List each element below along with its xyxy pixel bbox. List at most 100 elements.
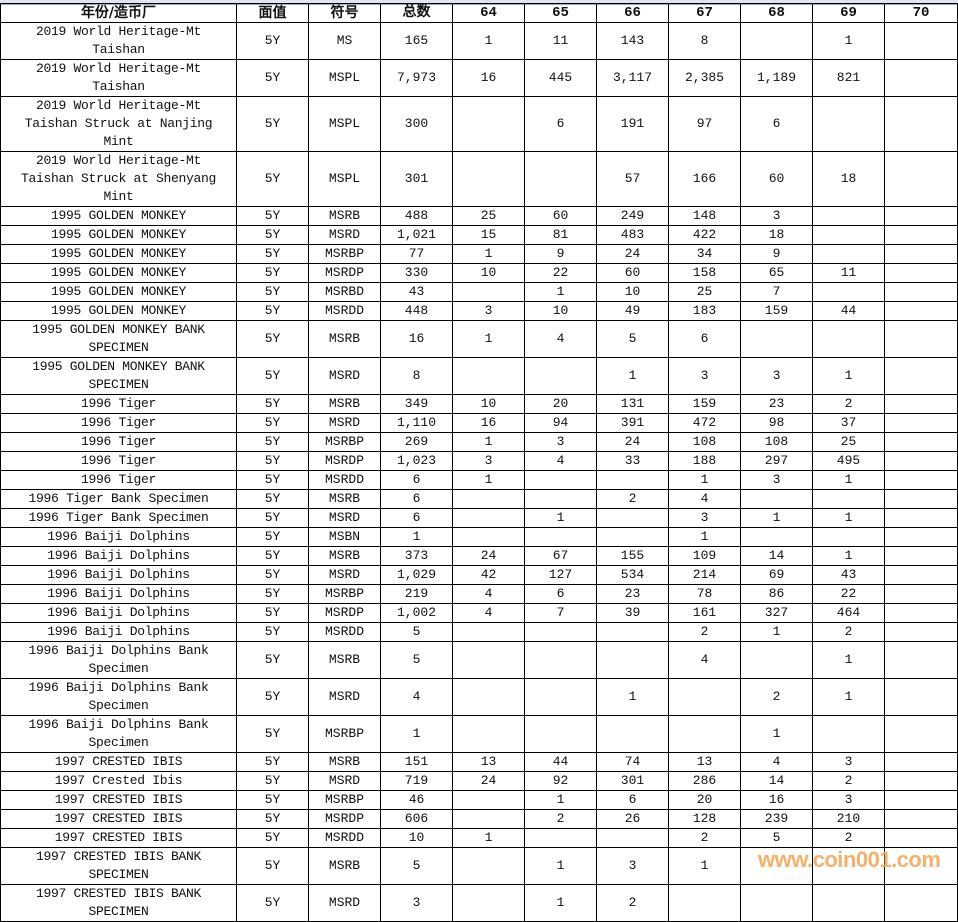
grade-count-cell[interactable] [452,508,525,528]
grade-count-cell[interactable] [452,151,525,207]
grade-cell[interactable]: MSRD [308,565,381,585]
grade-count-cell[interactable] [812,225,885,245]
grade-cell[interactable]: MSRB [308,546,381,566]
grade-cell[interactable]: MSBN [308,527,381,547]
grade-count-cell[interactable]: 3 [812,752,885,772]
grade-count-cell[interactable]: 10 [452,394,525,414]
grade-count-cell[interactable]: 1 [452,470,525,490]
denomination-cell[interactable]: 5Y [236,394,309,414]
grade-count-cell[interactable] [596,641,669,679]
grade-count-cell[interactable] [452,641,525,679]
grade-count-cell[interactable] [884,394,958,414]
grade-count-cell[interactable]: 10 [524,301,597,321]
denomination-cell[interactable]: 5Y [236,22,309,60]
grade-count-cell[interactable] [452,96,525,152]
grade-count-cell[interactable] [596,622,669,642]
column-header[interactable]: 66 [596,3,669,23]
grade-count-cell[interactable]: 1 [452,432,525,452]
grade-count-cell[interactable]: 1 [596,678,669,716]
grade-count-cell[interactable] [524,641,597,679]
column-header[interactable]: 67 [668,3,741,23]
total-cell[interactable]: 1,002 [380,603,453,623]
grade-count-cell[interactable] [524,151,597,207]
grade-count-cell[interactable]: 3 [668,357,741,395]
grade-count-cell[interactable]: 3,117 [596,59,669,97]
grade-count-cell[interactable]: 2 [812,622,885,642]
grade-cell[interactable]: MSRB [308,752,381,772]
grade-count-cell[interactable]: 22 [524,263,597,283]
grade-count-cell[interactable] [812,489,885,509]
grade-count-cell[interactable] [740,22,813,60]
grade-count-cell[interactable]: 11 [524,22,597,60]
name-cell[interactable]: 1996 Tiger [0,432,237,452]
grade-count-cell[interactable] [884,151,958,207]
grade-count-cell[interactable]: 60 [524,206,597,226]
grade-count-cell[interactable]: 16 [452,59,525,97]
grade-count-cell[interactable]: 1 [668,470,741,490]
grade-count-cell[interactable]: 25 [668,282,741,302]
grade-count-cell[interactable] [740,884,813,922]
grade-count-cell[interactable] [884,59,958,97]
grade-count-cell[interactable] [884,282,958,302]
total-cell[interactable]: 448 [380,301,453,321]
grade-count-cell[interactable]: 1 [740,715,813,753]
name-cell[interactable]: 1996 Baiji Dolphins [0,546,237,566]
grade-count-cell[interactable]: 9 [740,244,813,264]
grade-count-cell[interactable] [884,603,958,623]
grade-count-cell[interactable]: 98 [740,413,813,433]
grade-count-cell[interactable]: 92 [524,771,597,791]
grade-count-cell[interactable]: 159 [740,301,813,321]
column-header[interactable]: 符号 [308,3,381,23]
column-header[interactable]: 年份/造币厂 [0,3,237,23]
total-cell[interactable]: 349 [380,394,453,414]
grade-count-cell[interactable]: 1 [740,622,813,642]
grade-count-cell[interactable]: 5 [740,828,813,848]
grade-count-cell[interactable]: 3 [596,847,669,885]
grade-count-cell[interactable]: 44 [524,752,597,772]
total-cell[interactable]: 5 [380,847,453,885]
grade-count-cell[interactable] [452,847,525,885]
grade-count-cell[interactable] [884,22,958,60]
grade-count-cell[interactable]: 1 [596,357,669,395]
grade-count-cell[interactable]: 25 [812,432,885,452]
denomination-cell[interactable]: 5Y [236,263,309,283]
total-cell[interactable]: 77 [380,244,453,264]
grade-count-cell[interactable] [884,206,958,226]
grade-count-cell[interactable]: 128 [668,809,741,829]
total-cell[interactable]: 1 [380,527,453,547]
name-cell[interactable]: 1997 CRESTED IBIS [0,752,237,772]
grade-count-cell[interactable]: 3 [740,357,813,395]
grade-count-cell[interactable]: 24 [596,432,669,452]
grade-count-cell[interactable]: 127 [524,565,597,585]
grade-count-cell[interactable] [668,678,741,716]
name-cell[interactable]: 2019 World Heritage-Mt Taishan [0,22,237,60]
name-cell[interactable]: 1997 Crested Ibis [0,771,237,791]
name-cell[interactable]: 1996 Baiji Dolphins Bank Specimen [0,715,237,753]
total-cell[interactable]: 5 [380,641,453,679]
grade-count-cell[interactable]: 74 [596,752,669,772]
column-header[interactable]: 64 [452,3,525,23]
grade-count-cell[interactable]: 2 [524,809,597,829]
grade-count-cell[interactable]: 483 [596,225,669,245]
grade-count-cell[interactable] [452,282,525,302]
name-cell[interactable]: 2019 World Heritage-Mt Taishan Struck at… [0,151,237,207]
name-cell[interactable]: 1997 CRESTED IBIS [0,809,237,829]
grade-count-cell[interactable]: 10 [452,263,525,283]
grade-count-cell[interactable]: 1 [452,22,525,60]
name-cell[interactable]: 1995 GOLDEN MONKEY [0,225,237,245]
denomination-cell[interactable]: 5Y [236,282,309,302]
grade-count-cell[interactable]: 249 [596,206,669,226]
total-cell[interactable]: 43 [380,282,453,302]
column-header[interactable]: 65 [524,3,597,23]
grade-count-cell[interactable] [884,715,958,753]
denomination-cell[interactable]: 5Y [236,508,309,528]
grade-cell[interactable]: MS [308,22,381,60]
grade-cell[interactable]: MSRD [308,508,381,528]
grade-count-cell[interactable]: 188 [668,451,741,471]
grade-count-cell[interactable]: 81 [524,225,597,245]
grade-count-cell[interactable] [884,263,958,283]
total-cell[interactable]: 4 [380,678,453,716]
total-cell[interactable]: 151 [380,752,453,772]
grade-count-cell[interactable]: 97 [668,96,741,152]
grade-count-cell[interactable]: 1 [452,244,525,264]
